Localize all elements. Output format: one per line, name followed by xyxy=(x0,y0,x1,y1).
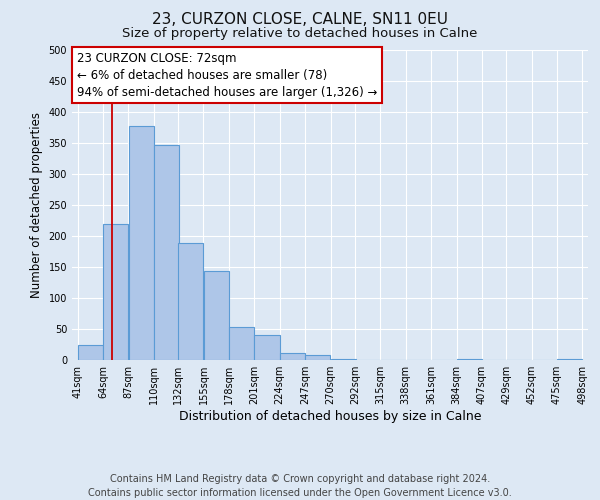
Text: Size of property relative to detached houses in Calne: Size of property relative to detached ho… xyxy=(122,28,478,40)
Bar xyxy=(178,244,203,360)
Bar xyxy=(331,359,356,360)
Text: Contains HM Land Registry data © Crown copyright and database right 2024.
Contai: Contains HM Land Registry data © Crown c… xyxy=(88,474,512,498)
Bar xyxy=(305,355,331,360)
Bar xyxy=(457,359,482,360)
Text: 23 CURZON CLOSE: 72sqm
← 6% of detached houses are smaller (78)
94% of semi-deta: 23 CURZON CLOSE: 72sqm ← 6% of detached … xyxy=(77,52,377,98)
X-axis label: Distribution of detached houses by size in Calne: Distribution of detached houses by size … xyxy=(179,410,481,423)
Bar xyxy=(77,344,103,360)
Y-axis label: Number of detached properties: Number of detached properties xyxy=(30,112,43,298)
Bar xyxy=(229,326,254,360)
Bar xyxy=(203,270,229,360)
Text: 23, CURZON CLOSE, CALNE, SN11 0EU: 23, CURZON CLOSE, CALNE, SN11 0EU xyxy=(152,12,448,28)
Bar xyxy=(128,126,154,360)
Bar xyxy=(280,352,305,360)
Bar xyxy=(557,359,583,360)
Bar xyxy=(254,335,280,360)
Bar xyxy=(154,145,179,360)
Bar xyxy=(103,224,128,360)
